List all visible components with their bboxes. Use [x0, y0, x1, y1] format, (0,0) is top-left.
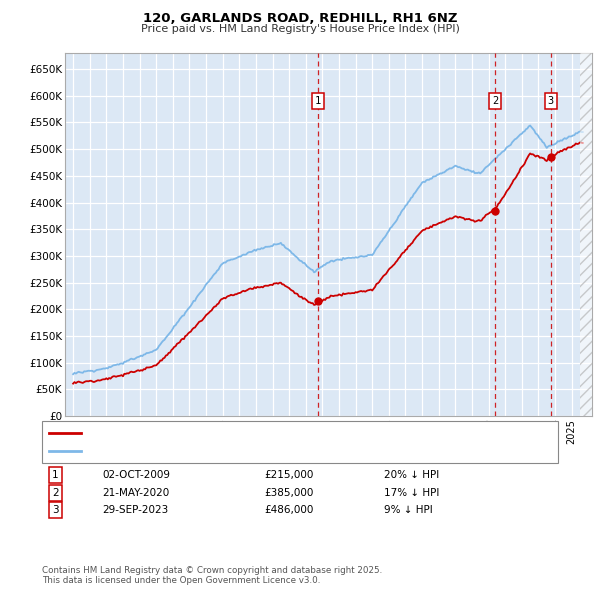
Text: 9% ↓ HPI: 9% ↓ HPI [384, 506, 433, 515]
Text: 120, GARLANDS ROAD, REDHILL, RH1 6NZ: 120, GARLANDS ROAD, REDHILL, RH1 6NZ [143, 12, 457, 25]
Text: 17% ↓ HPI: 17% ↓ HPI [384, 488, 439, 497]
Text: 3: 3 [52, 506, 59, 515]
Text: 20% ↓ HPI: 20% ↓ HPI [384, 470, 439, 480]
Text: 21-MAY-2020: 21-MAY-2020 [102, 488, 169, 497]
Text: 1: 1 [52, 470, 59, 480]
Text: Price paid vs. HM Land Registry's House Price Index (HPI): Price paid vs. HM Land Registry's House … [140, 24, 460, 34]
Text: 1: 1 [315, 96, 322, 106]
Text: 2: 2 [52, 488, 59, 497]
Text: £215,000: £215,000 [264, 470, 313, 480]
Text: 02-OCT-2009: 02-OCT-2009 [102, 470, 170, 480]
Text: £385,000: £385,000 [264, 488, 313, 497]
Text: 3: 3 [548, 96, 554, 106]
Text: 2: 2 [492, 96, 498, 106]
Text: HPI: Average price, semi-detached house, Reigate and Banstead: HPI: Average price, semi-detached house,… [86, 446, 401, 456]
Text: £486,000: £486,000 [264, 506, 313, 515]
Text: Contains HM Land Registry data © Crown copyright and database right 2025.
This d: Contains HM Land Registry data © Crown c… [42, 566, 382, 585]
Text: 120, GARLANDS ROAD, REDHILL, RH1 6NZ (semi-detached house): 120, GARLANDS ROAD, REDHILL, RH1 6NZ (se… [86, 428, 411, 438]
Text: 29-SEP-2023: 29-SEP-2023 [102, 506, 168, 515]
